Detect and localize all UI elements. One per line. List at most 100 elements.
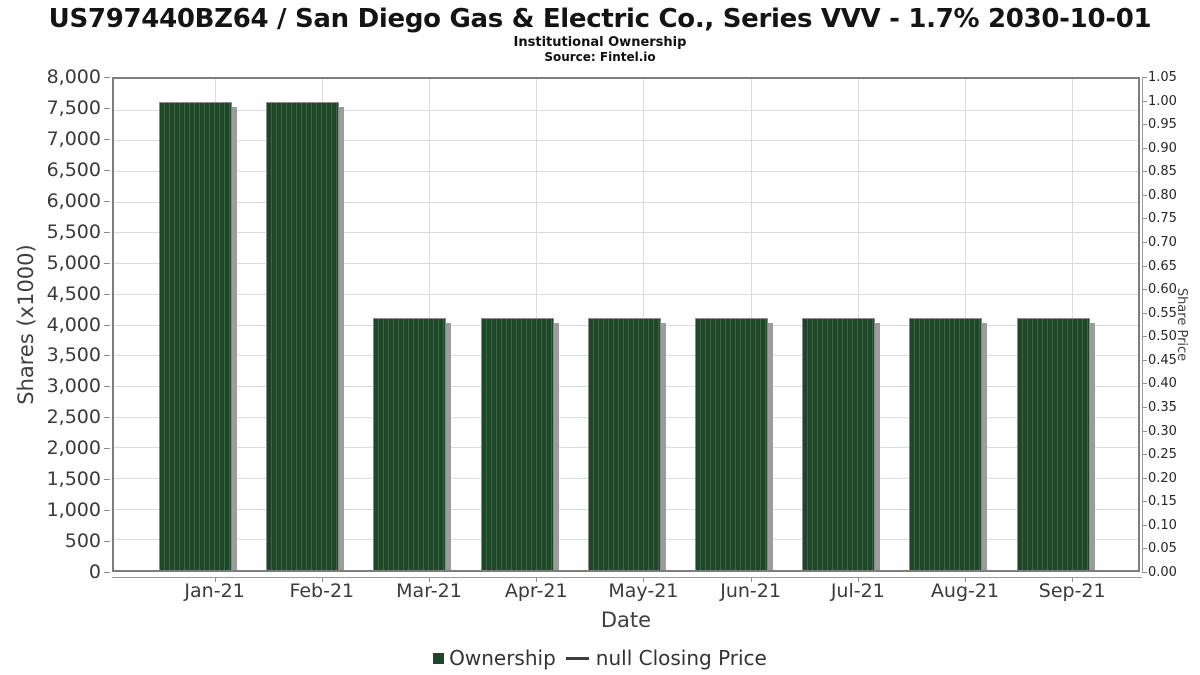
- y-axis-tick: [104, 293, 110, 295]
- y-axis-tick: [104, 324, 110, 326]
- y2-axis-tick: [1142, 548, 1147, 550]
- y2-axis-tick: [1142, 572, 1147, 573]
- y2-axis-tick: [1142, 524, 1147, 526]
- y-axis-tick-label: 6,000: [46, 189, 101, 212]
- y-axis-tick: [104, 448, 110, 450]
- bar-mar-21: [373, 317, 447, 570]
- y-axis-tick-label: 3,000: [46, 375, 101, 398]
- y-axis-tick-label: 2,500: [46, 406, 101, 429]
- y2-axis-tick-label: 0.20: [1148, 470, 1177, 486]
- y-axis-tick: [104, 107, 110, 109]
- y2-axis-tick-label: 0.30: [1148, 423, 1177, 439]
- x-axis-tick-label: Sep-21: [1038, 580, 1106, 602]
- y-axis-tick-label: 0: [88, 561, 101, 583]
- gridline-h: [114, 263, 1138, 265]
- gridline-h: [114, 171, 1138, 173]
- y2-axis-tick: [1142, 336, 1147, 338]
- y2-axis-tick: [1142, 218, 1147, 220]
- y2-axis-tick: [1142, 359, 1147, 361]
- y2-axis-tick: [1142, 501, 1147, 503]
- x-axis-tick: [429, 577, 430, 582]
- y-axis-tick: [104, 231, 110, 233]
- y2-axis-tick: [1142, 289, 1147, 291]
- x-axis-tick: [1072, 577, 1074, 582]
- y2-axis-tick-label: 0.90: [1148, 140, 1177, 156]
- chart-source: Source: Fintel.io: [544, 50, 656, 64]
- y-axis-tick-label: 3,500: [46, 344, 101, 367]
- y2-axis-tick: [1142, 171, 1147, 173]
- y-axis-tick: [104, 200, 110, 202]
- y2-axis-tick: [1142, 124, 1147, 126]
- y-axis-tick-label: 8,000: [46, 66, 101, 88]
- y2-axis-tick-label: 1.05: [1148, 70, 1177, 85]
- legend-ownership-swatch: [433, 652, 445, 664]
- y2-axis-tick: [1142, 77, 1147, 78]
- x-axis-tick-label: May-21: [608, 580, 679, 602]
- x-axis-tick: [321, 577, 323, 582]
- y2-axis-tick: [1142, 454, 1147, 456]
- bar-sep-21: [1016, 317, 1090, 570]
- legend-ownership-label: Ownership: [449, 646, 556, 670]
- y2-axis-tick: [1142, 194, 1147, 196]
- y-axis-tick-label: 4,000: [46, 313, 101, 336]
- y-axis-tick-label: 5,500: [46, 220, 101, 243]
- y-axis-tick: [104, 510, 110, 512]
- y-axis-tick: [104, 169, 110, 171]
- y2-axis-tick-label: 0.10: [1148, 517, 1177, 533]
- y2-axis-tick: [1142, 312, 1147, 314]
- x-axis-tick: [750, 577, 752, 582]
- x-axis-tick: [965, 577, 966, 582]
- y2-axis-tick-label: 0.25: [1148, 447, 1177, 463]
- y2-axis-tick-label: 0.95: [1148, 117, 1177, 133]
- y2-axis-tick: [1142, 147, 1147, 149]
- chart-title: US797440BZ64 / San Diego Gas & Electric …: [48, 4, 1152, 34]
- y2-axis-tick-label: 0.40: [1148, 376, 1177, 392]
- y2-axis-tick-label: 0.85: [1148, 164, 1177, 180]
- x-axis-tick-label: Feb-21: [289, 580, 355, 602]
- y-axis-tick: [104, 77, 110, 78]
- bar-jan-21: [159, 102, 232, 570]
- x-axis-line: [112, 577, 1142, 578]
- x-axis-tick: [857, 577, 859, 582]
- y2-axis-tick-label: 0.05: [1148, 541, 1177, 557]
- chart-subtitle: Institutional Ownership: [513, 35, 687, 50]
- y2-axis-tick: [1142, 100, 1147, 102]
- y2-axis-tick-label: 0.80: [1148, 187, 1177, 203]
- bar-feb-21: [266, 102, 340, 570]
- y2-axis-tick: [1142, 477, 1147, 479]
- y-axis-tick: [104, 572, 110, 573]
- y-axis-tick-label: 1,000: [46, 499, 101, 522]
- y-axis-tick-label: 7,500: [46, 96, 101, 119]
- y-axis-tick: [104, 355, 110, 357]
- gridline-h: [114, 109, 1138, 111]
- y2-axis-tick: [1142, 265, 1147, 267]
- y-axis-tick: [104, 417, 110, 419]
- y2-axis-tick-label: 0.75: [1148, 211, 1177, 227]
- y2-axis-tick-label: 0.15: [1148, 494, 1177, 510]
- y-axis-tick-label: 500: [64, 530, 101, 553]
- y2-axis-tick: [1142, 407, 1147, 408]
- plot-area: [112, 77, 1140, 572]
- x-axis-title: Date: [600, 608, 652, 632]
- bar-apr-21: [480, 317, 554, 570]
- x-axis-tick-label: Mar-21: [396, 580, 462, 602]
- x-axis-tick: [536, 577, 538, 582]
- y2-axis-tick-label: 1.00: [1148, 93, 1177, 109]
- x-axis-tick: [643, 577, 645, 582]
- y2-axis-tick-label: 0.35: [1148, 400, 1177, 415]
- y2-axis-tick-label: 0.55: [1148, 305, 1177, 321]
- legend: Ownership null Closing Price: [0, 644, 1200, 672]
- y2-axis-tick-label: 0.65: [1148, 258, 1177, 274]
- x-axis-tick-label: Jan-21: [184, 580, 245, 602]
- y-axis-tick: [104, 262, 110, 264]
- y2-axis-tick: [1142, 430, 1147, 432]
- y2-axis-tick: [1142, 383, 1147, 385]
- bar-may-21: [587, 317, 661, 570]
- y-axis-tick-label: 5,000: [46, 251, 101, 274]
- y2-axis-line: [1142, 77, 1143, 572]
- y-axis-tick: [104, 479, 110, 481]
- y2-axis-tick-label: 0.45: [1148, 352, 1177, 368]
- y2-axis-tick: [1142, 242, 1147, 243]
- gridline-h: [114, 140, 1138, 142]
